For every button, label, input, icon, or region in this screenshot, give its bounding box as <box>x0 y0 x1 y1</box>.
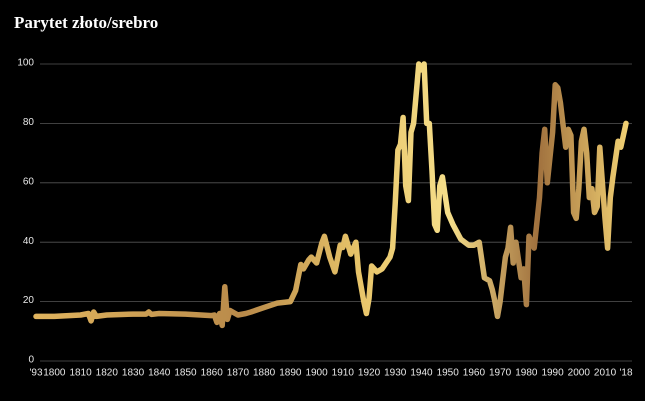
y-tick-label: 40 <box>23 236 35 247</box>
x-tick-label: 1940 <box>410 368 433 379</box>
x-tick-label: 2000 <box>568 368 591 379</box>
x-tick-label: 1970 <box>489 368 512 379</box>
x-tick-label: 1850 <box>174 368 197 379</box>
x-tick-label: 2010 <box>594 368 617 379</box>
y-tick-label: 100 <box>17 58 34 69</box>
x-tick-label: 1950 <box>437 368 460 379</box>
x-tick-label: 1980 <box>515 368 538 379</box>
x-tick-label: 1820 <box>96 368 119 379</box>
x-tick-label: 1910 <box>332 368 355 379</box>
x-tick-label: 1860 <box>201 368 224 379</box>
x-tick-label: 1870 <box>227 368 250 379</box>
x-tick-label: 1840 <box>148 368 171 379</box>
y-tick-label: 20 <box>23 295 35 306</box>
x-tick-label: '18 <box>619 368 632 379</box>
x-tick-label: 1810 <box>69 368 92 379</box>
x-tick-label: 1890 <box>279 368 302 379</box>
x-tick-label: 1830 <box>122 368 145 379</box>
x-tick-label: 1900 <box>305 368 328 379</box>
x-tick-label: 1960 <box>463 368 486 379</box>
x-tick-label: 1920 <box>358 368 381 379</box>
x-tick-label: 1990 <box>541 368 564 379</box>
line <box>33 61 629 329</box>
x-tick-label: 1880 <box>253 368 276 379</box>
y-tick-label: 60 <box>23 176 35 187</box>
y-tick-label: 0 <box>28 355 34 366</box>
x-tick-label: '93 <box>29 368 42 379</box>
x-tick-label: 1800 <box>43 368 66 379</box>
y-tick-label: 80 <box>23 117 35 128</box>
x-tick-label: 1930 <box>384 368 407 379</box>
chart-title: Parytet złoto/srebro <box>14 13 158 32</box>
